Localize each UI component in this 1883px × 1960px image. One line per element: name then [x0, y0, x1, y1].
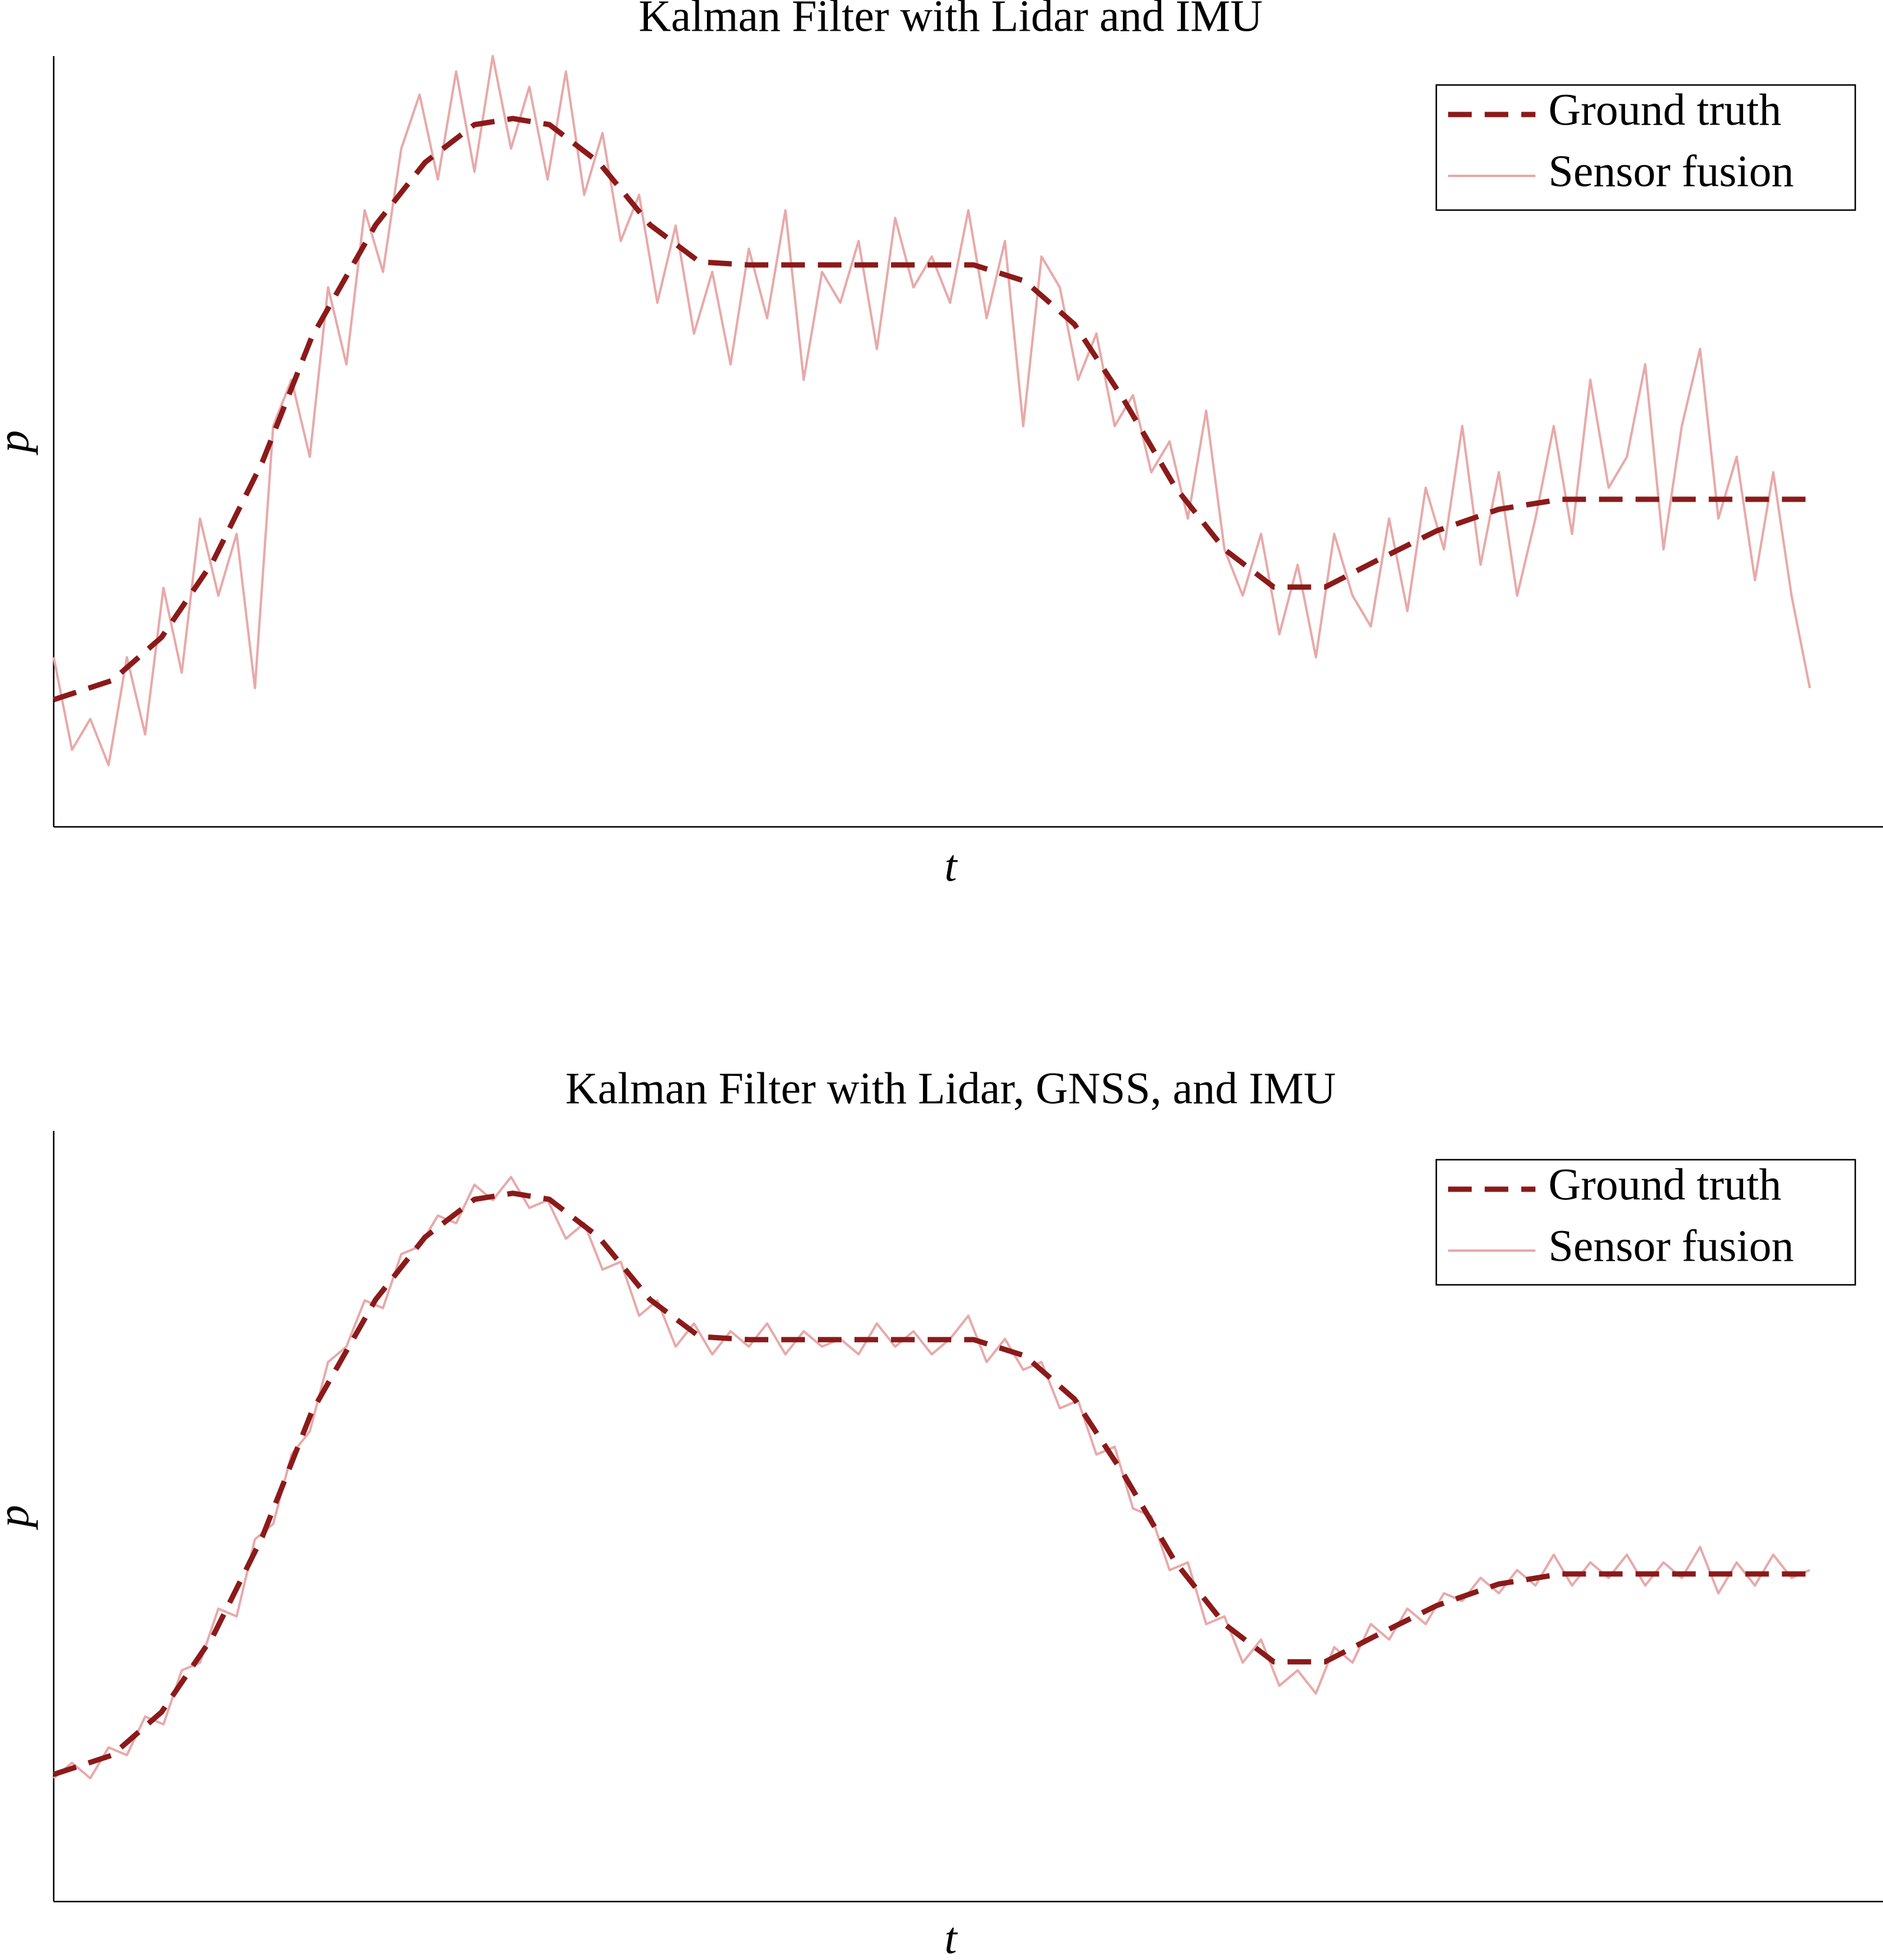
legend-label: Sensor fusion [1548, 146, 1794, 196]
legend-label: Ground truth [1548, 85, 1782, 135]
series-line [53, 55, 1811, 767]
x-axis-label: t [944, 1913, 958, 1960]
legend-label: Sensor fusion [1548, 1221, 1794, 1271]
legend-box [1435, 1159, 1856, 1286]
legend-box [1435, 84, 1856, 211]
series-line [53, 1176, 1810, 1779]
chart-title: Kalman Filter with Lidar, GNSS, and IMU [565, 1064, 1336, 1113]
chart-title: Kalman Filter with Lidar and IMU [638, 0, 1262, 41]
series-line [53, 116, 1806, 702]
y-axis-label: p [0, 1505, 38, 1530]
legend-label: Ground truth [1548, 1160, 1782, 1209]
y-axis-label: p [0, 430, 38, 456]
series-line [53, 1190, 1806, 1777]
x-axis-label: t [944, 841, 958, 891]
